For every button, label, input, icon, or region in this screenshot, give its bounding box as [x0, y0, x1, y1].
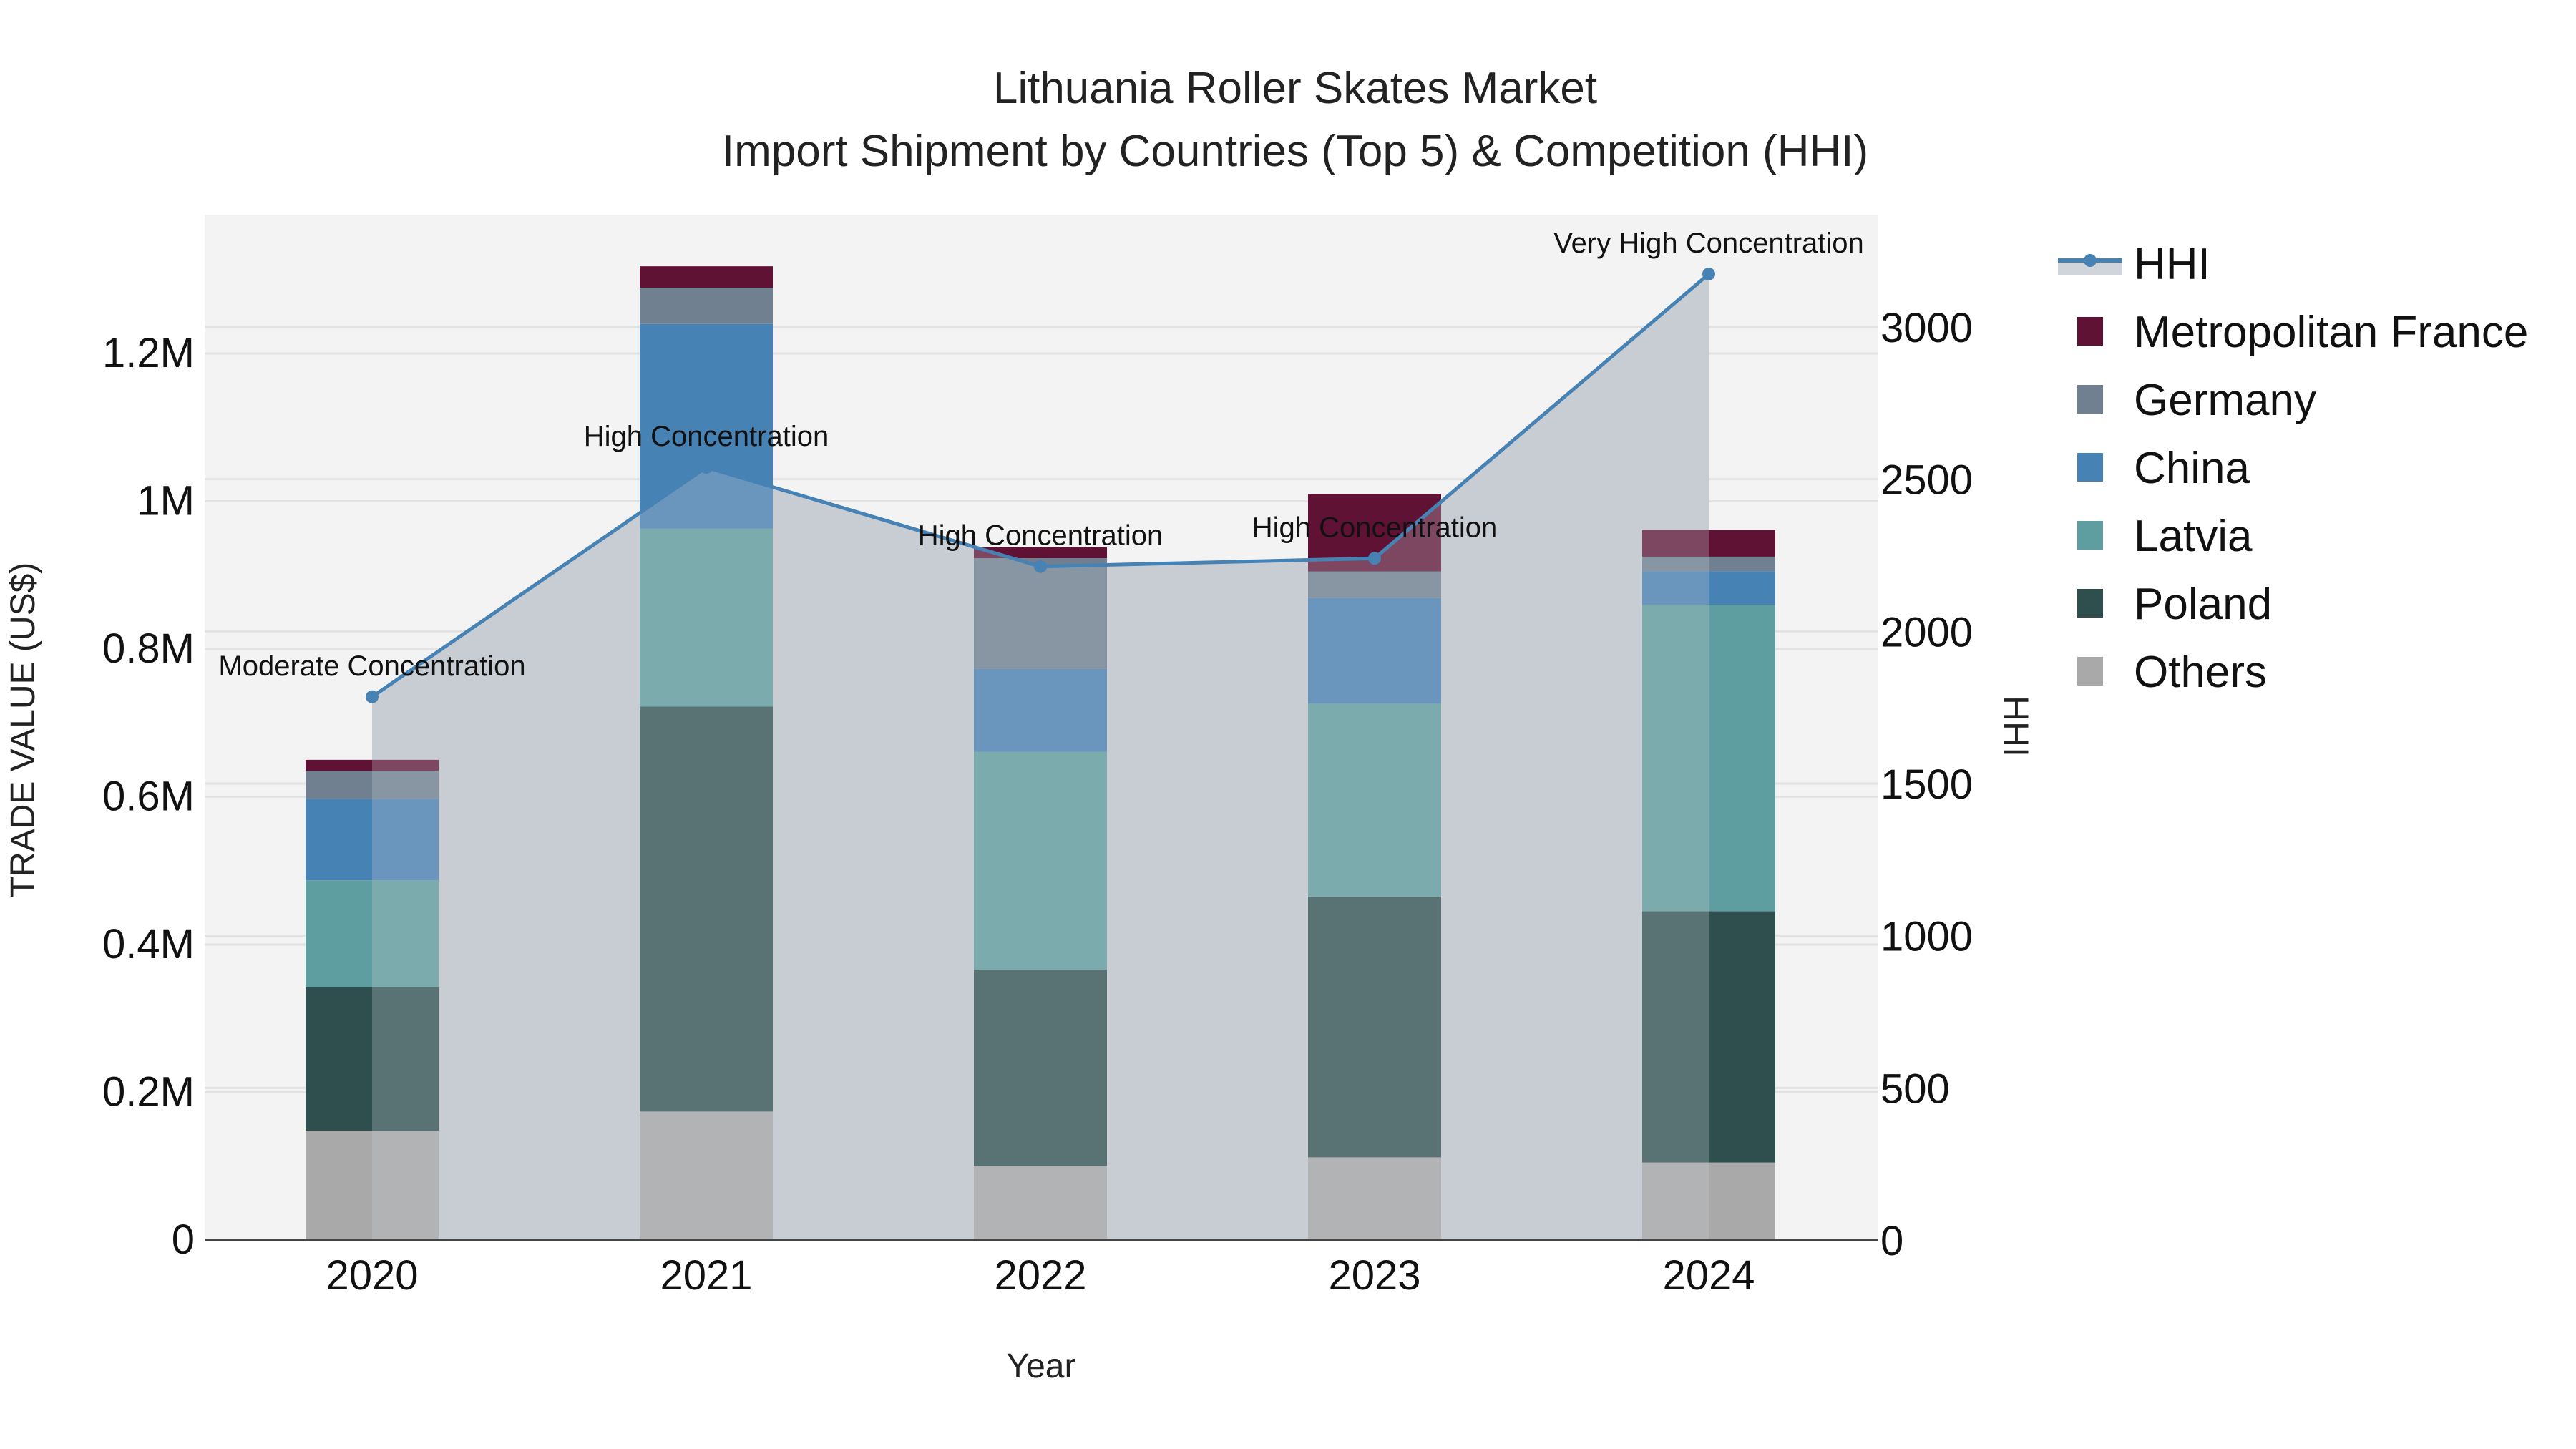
stacked-bars [306, 266, 1775, 1241]
y-left-ticks: 0 0.2M 0.4M 0.6M 0.8M 1M 1.2M [102, 330, 195, 1263]
bar-segment-others[interactable] [1642, 1162, 1775, 1240]
legend-label: Poland [2134, 580, 2272, 629]
legend-item-china[interactable]: China [2077, 444, 2250, 493]
legend-label: Others [2134, 648, 2267, 697]
bar-segment-latvia[interactable] [1308, 703, 1441, 897]
legend-label: Latvia [2134, 512, 2253, 561]
bar-stack-2023[interactable] [1308, 494, 1441, 1240]
y-right-tick-label: 500 [1880, 1065, 1950, 1112]
y-right-tick-label: 2000 [1880, 609, 1973, 655]
bar-segment-latvia[interactable] [974, 751, 1107, 970]
y-left-tick-label: 1M [137, 478, 195, 525]
bar-segment-metropolitan-france[interactable] [1642, 530, 1775, 557]
hhi-annotation: High Concentration [584, 421, 829, 452]
x-tick-label: 2024 [1662, 1252, 1755, 1299]
legend-label: Metropolitan France [2134, 308, 2528, 357]
bar-segment-metropolitan-france[interactable] [306, 759, 439, 771]
bar-segment-germany[interactable] [974, 558, 1107, 669]
x-tick-label: 2022 [994, 1252, 1086, 1299]
bar-segment-china[interactable] [1642, 571, 1775, 605]
hhi-annotation: High Concentration [1252, 512, 1497, 543]
bar-segment-poland[interactable] [306, 987, 439, 1131]
hhi-annotations: Moderate Concentration High Concentration… [218, 228, 1863, 682]
y-right-tick-label: 1000 [1880, 914, 1973, 960]
legend-label: China [2134, 444, 2250, 493]
bar-stack-2022[interactable] [974, 547, 1107, 1240]
bar-segment-poland[interactable] [640, 706, 773, 1112]
y-left-tick-label: 0.8M [102, 625, 195, 672]
x-axis-title: Year [1007, 1347, 1076, 1385]
y-left-tick-label: 0.4M [102, 921, 195, 967]
hhi-point[interactable] [700, 461, 713, 474]
bar-segment-metropolitan-france[interactable] [640, 266, 773, 288]
x-tick-label: 2020 [326, 1252, 418, 1299]
bar-segment-china[interactable] [974, 668, 1107, 752]
bar-segment-latvia[interactable] [1642, 605, 1775, 912]
bar-segment-germany[interactable] [640, 288, 773, 324]
y-right-ticks: 0 500 1000 1500 2000 2500 3000 [1880, 305, 1973, 1264]
x-tick-label: 2023 [1328, 1252, 1420, 1299]
legend-item-hhi[interactable]: HHI [2058, 240, 2210, 289]
x-ticks: 2020 2021 2022 2023 2024 [326, 1252, 1755, 1299]
y-left-tick-label: 1.2M [102, 330, 195, 376]
bar-segment-china[interactable] [640, 323, 773, 529]
y-right-tick-label: 0 [1880, 1218, 1903, 1264]
bar-segment-others[interactable] [640, 1111, 773, 1240]
bar-segment-germany[interactable] [306, 771, 439, 799]
legend-item-latvia[interactable]: Latvia [2077, 512, 2253, 561]
legend-label: Germany [2134, 376, 2316, 425]
bar-stack-2020[interactable] [306, 759, 439, 1240]
bar-segment-germany[interactable] [1308, 571, 1441, 598]
bar-segment-latvia[interactable] [306, 880, 439, 987]
y-left-tick-label: 0 [172, 1216, 195, 1263]
hhi-point[interactable] [1368, 552, 1381, 565]
bar-segment-latvia[interactable] [640, 528, 773, 707]
bar-segment-china[interactable] [1308, 597, 1441, 704]
hhi-annotation: High Concentration [918, 520, 1163, 552]
bar-segment-others[interactable] [306, 1131, 439, 1240]
legend: HHI Metropolitan France Germany China Latvia… [2058, 240, 2528, 697]
legend-item-poland[interactable]: Poland [2077, 580, 2272, 629]
y-right-tick-label: 1500 [1880, 761, 1973, 808]
legend-swatch-icon [2077, 589, 2103, 618]
legend-label: HHI [2134, 240, 2210, 289]
x-tick-label: 2021 [660, 1252, 752, 1299]
chart-title-line1: Lithuania Roller Skates Market [992, 64, 1598, 113]
legend-swatch-icon [2077, 453, 2103, 482]
hhi-line [366, 267, 1715, 703]
y-left-tick-label: 0.2M [102, 1069, 195, 1116]
bar-stack-2024[interactable] [1642, 530, 1775, 1240]
hhi-annotation: Very High Concentration [1553, 228, 1864, 259]
hhi-point[interactable] [1034, 560, 1047, 573]
legend-swatch-icon [2077, 521, 2103, 550]
chart-title-line2: Import Shipment by Countries (Top 5) & C… [721, 127, 1869, 176]
y-right-tick-label: 3000 [1880, 305, 1973, 351]
bar-segment-germany[interactable] [1642, 556, 1775, 572]
y-left-tick-label: 0.6M [102, 774, 195, 820]
legend-swatch-icon [2077, 657, 2103, 686]
y-left-axis-title: TRADE VALUE (US$) [4, 562, 42, 898]
bar-segment-china[interactable] [306, 799, 439, 881]
legend-item-metropolitan-france[interactable]: Metropolitan France [2077, 308, 2528, 357]
y-right-axis-title: HHI [1996, 696, 2036, 757]
legend-swatch-icon [2077, 385, 2103, 414]
bar-segment-others[interactable] [1308, 1157, 1441, 1240]
bar-segment-poland[interactable] [1642, 911, 1775, 1163]
bar-stack-2021[interactable] [640, 266, 773, 1240]
legend-item-germany[interactable]: Germany [2077, 376, 2316, 425]
hhi-point[interactable] [366, 690, 379, 703]
bar-segment-others[interactable] [974, 1166, 1107, 1240]
legend-item-others[interactable]: Others [2077, 648, 2267, 697]
bar-segment-poland[interactable] [1308, 896, 1441, 1158]
hhi-annotation: Moderate Concentration [218, 650, 525, 682]
legend-area-swatch [2058, 260, 2122, 275]
hhi-point[interactable] [1702, 267, 1715, 280]
legend-marker-icon [2084, 254, 2097, 267]
y-right-tick-label: 2500 [1880, 457, 1973, 504]
bar-segment-poland[interactable] [974, 970, 1107, 1166]
legend-swatch-icon [2077, 317, 2103, 346]
